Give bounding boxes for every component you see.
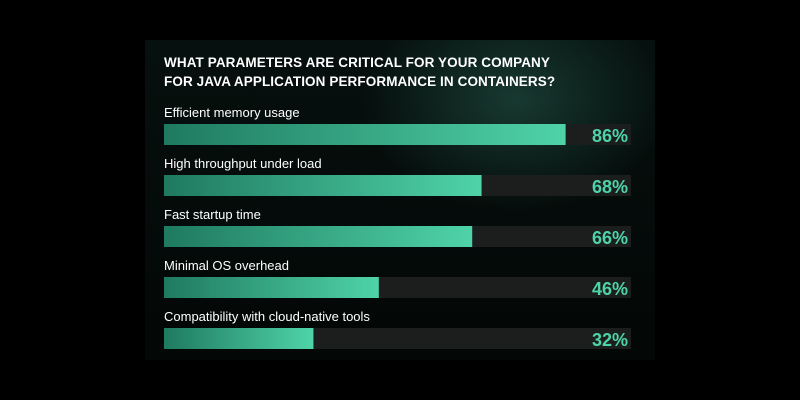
bar — [164, 226, 473, 247]
bars-layer: Efficient memory usage 86% High throughput… — [164, 105, 631, 350]
chart-panel: WHAT PARAMETERS ARE CRITICAL FOR YOUR CO… — [145, 40, 655, 360]
value-label: 68% — [592, 177, 628, 197]
category-label: Fast startup time — [164, 207, 261, 222]
value-label: 32% — [592, 330, 628, 350]
bar-chart: Efficient memory usage 86% High throughput… — [164, 105, 631, 350]
chart-title-line-2: FOR JAVA APPLICATION PERFORMANCE IN CONT… — [164, 74, 556, 89]
bar — [164, 277, 379, 298]
category-label: Efficient memory usage — [164, 105, 300, 120]
bar — [164, 124, 566, 145]
value-label: 66% — [592, 228, 628, 248]
bar — [164, 175, 482, 196]
bar — [164, 328, 314, 349]
chart-title: WHAT PARAMETERS ARE CRITICAL FOR YOUR CO… — [164, 53, 634, 91]
category-label: High throughput under load — [164, 156, 322, 171]
value-label: 46% — [592, 279, 628, 299]
chart-title-line-1: WHAT PARAMETERS ARE CRITICAL FOR YOUR CO… — [164, 55, 550, 70]
category-label: Minimal OS overhead — [164, 258, 289, 273]
category-label: Compatibility with cloud-native tools — [164, 309, 370, 324]
value-label: 86% — [592, 126, 628, 146]
